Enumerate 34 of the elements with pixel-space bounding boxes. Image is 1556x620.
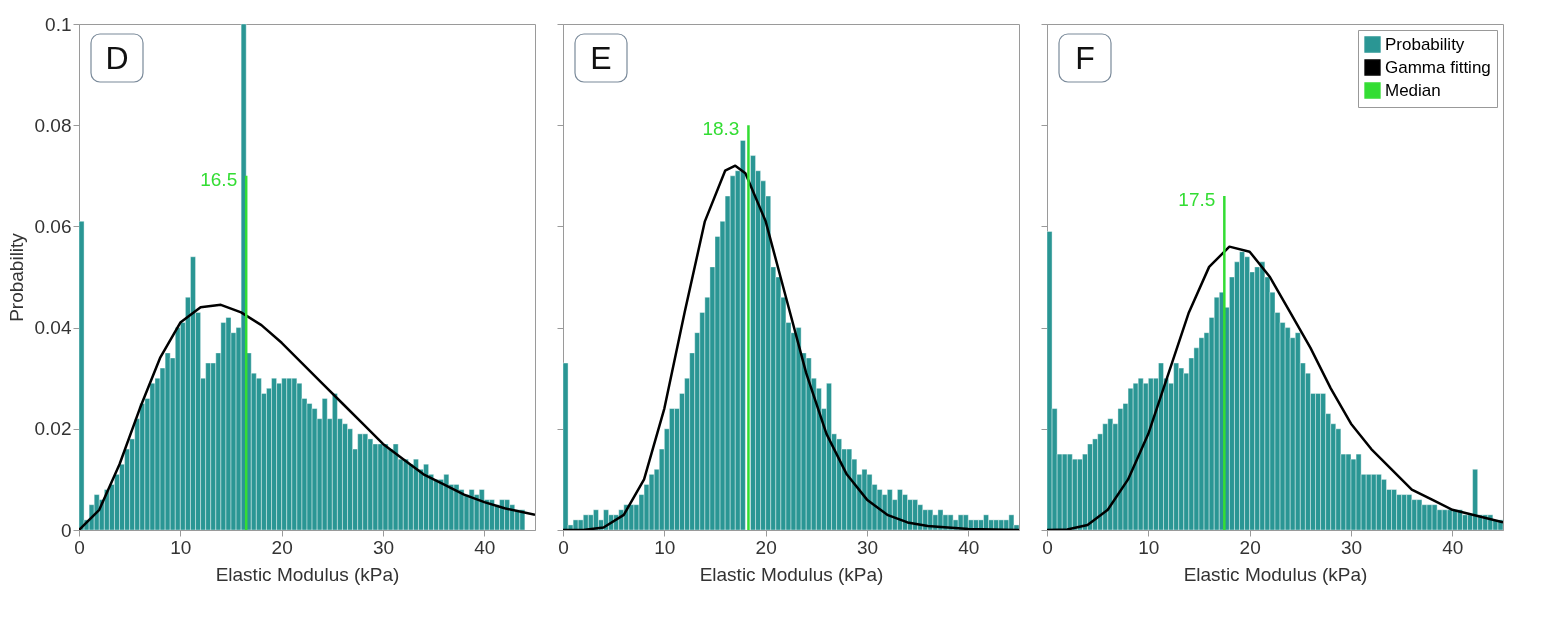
annotation: E	[590, 40, 612, 76]
x-tick-label: 10	[654, 536, 676, 558]
y-tick-label: 0.08	[34, 114, 72, 136]
y-tick-label: 0.04	[34, 317, 72, 339]
y-tick-label: 0	[60, 519, 72, 541]
annotation: D	[105, 40, 129, 76]
y-tick-label: 0.02	[34, 418, 72, 440]
y-tick-label: 0.06	[34, 215, 72, 237]
annotation: 17.5	[1178, 189, 1216, 211]
x-tick-label: 10	[1138, 536, 1160, 558]
annotation: 16.5	[200, 168, 238, 190]
y-axis-title: Probability	[5, 232, 27, 322]
legend-label: Median	[1385, 80, 1441, 100]
x-tick-label: 20	[271, 536, 293, 558]
legend-label: Probability	[1385, 34, 1465, 54]
x-tick-label: 40	[474, 536, 496, 558]
y-tick-label: 0.1	[45, 13, 72, 35]
annotation: F	[1075, 40, 1095, 76]
x-tick-label: 0	[558, 536, 569, 558]
x-tick-label: 40	[958, 536, 980, 558]
x-tick-label: 0	[1042, 536, 1053, 558]
line-series	[79, 303, 535, 530]
annotation: 18.3	[702, 118, 740, 140]
x-tick-label: 30	[372, 536, 395, 558]
legend-label: Gamma fitting	[1385, 57, 1491, 77]
x-axis-title: Elastic Modulus (kPa)	[699, 563, 884, 585]
x-tick-label: 30	[856, 536, 879, 558]
x-tick-label: 10	[170, 536, 192, 558]
x-axis-title: Elastic Modulus (kPa)	[215, 563, 400, 585]
x-tick-label: 40	[1442, 536, 1464, 558]
x-axis-title: Elastic Modulus (kPa)	[1183, 563, 1368, 585]
x-tick-label: 20	[1239, 536, 1261, 558]
x-tick-label: 30	[1340, 536, 1363, 558]
x-tick-label: 20	[755, 536, 777, 558]
